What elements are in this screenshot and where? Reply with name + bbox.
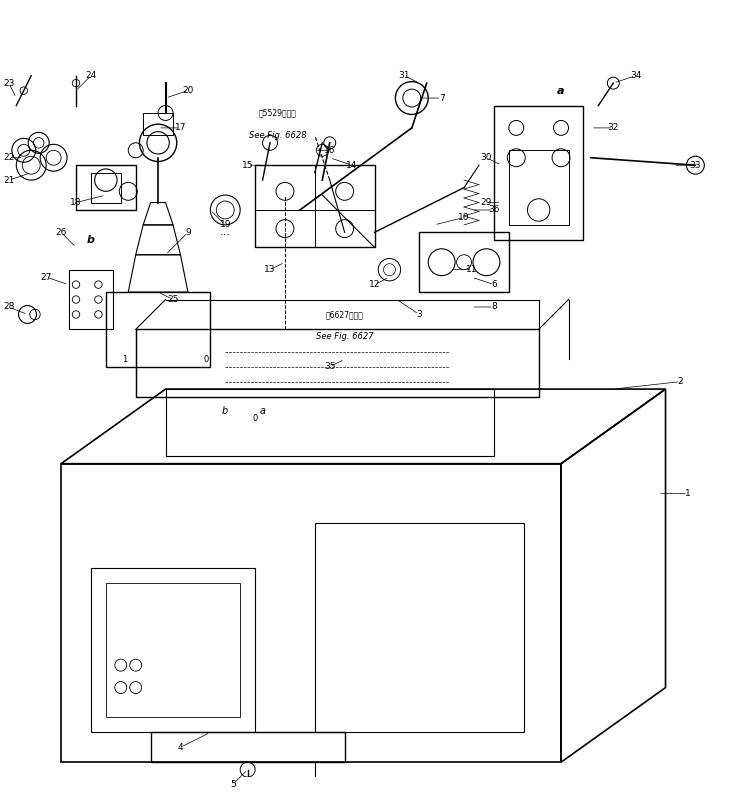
Text: 7: 7	[439, 94, 445, 103]
Text: 图6627图参照: 图6627图参照	[326, 310, 363, 319]
Text: 27: 27	[40, 272, 52, 282]
Text: 20: 20	[182, 86, 194, 95]
Text: 28: 28	[3, 302, 14, 312]
Text: 2: 2	[678, 377, 683, 386]
Text: 图5529图参照: 图5529图参照	[258, 108, 297, 117]
Bar	[91, 568, 255, 732]
Text: 3: 3	[416, 310, 422, 319]
Text: 26: 26	[55, 228, 67, 237]
Text: ...: ...	[219, 227, 231, 238]
Text: 35: 35	[324, 362, 336, 371]
Text: 36: 36	[488, 205, 500, 214]
Bar	[143, 113, 173, 136]
Text: 11: 11	[466, 265, 477, 274]
Text: 22: 22	[3, 154, 14, 162]
Text: 31: 31	[398, 71, 410, 80]
Bar	[106, 583, 240, 718]
Text: See Fig. 6628: See Fig. 6628	[249, 131, 306, 140]
Text: b: b	[87, 235, 95, 245]
Text: 17: 17	[175, 124, 187, 133]
Text: a: a	[260, 406, 266, 416]
Text: 0: 0	[252, 415, 258, 423]
Text: 5: 5	[230, 780, 236, 789]
Text: 25: 25	[167, 295, 179, 304]
Text: 16: 16	[324, 145, 336, 155]
Text: 12: 12	[369, 280, 380, 289]
Text: 21: 21	[3, 175, 14, 185]
Text: 18: 18	[70, 198, 82, 207]
Text: 15: 15	[242, 161, 253, 170]
Text: 19: 19	[219, 221, 231, 229]
Text: 9: 9	[185, 228, 191, 237]
Bar	[91, 173, 121, 203]
Text: 13: 13	[264, 265, 276, 274]
Bar	[315, 524, 524, 732]
Text: 0: 0	[204, 355, 209, 364]
Text: 30: 30	[481, 154, 492, 162]
Text: 10: 10	[458, 213, 470, 222]
Text: 34: 34	[630, 71, 641, 80]
Text: b: b	[222, 406, 228, 416]
Text: 4: 4	[178, 743, 184, 751]
Text: 23: 23	[3, 78, 14, 87]
Text: 33: 33	[690, 161, 701, 170]
Text: 24: 24	[85, 71, 97, 80]
Text: 6: 6	[491, 280, 497, 289]
Text: 8: 8	[491, 302, 497, 312]
Text: 1: 1	[122, 355, 127, 364]
Text: 1: 1	[685, 489, 691, 498]
Text: a: a	[557, 86, 565, 95]
Bar	[509, 150, 568, 225]
Text: 29: 29	[481, 198, 492, 207]
Text: See Fig. 6627: See Fig. 6627	[316, 332, 374, 341]
Text: 14: 14	[347, 161, 358, 170]
Text: 32: 32	[607, 124, 619, 133]
